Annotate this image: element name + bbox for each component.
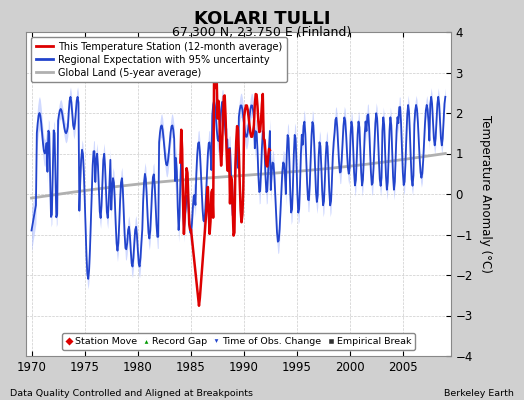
- Text: Berkeley Earth: Berkeley Earth: [444, 389, 514, 398]
- Text: KOLARI TULLI: KOLARI TULLI: [194, 10, 330, 28]
- Text: 67.300 N, 23.750 E (Finland): 67.300 N, 23.750 E (Finland): [172, 26, 352, 39]
- Legend: Station Move, Record Gap, Time of Obs. Change, Empirical Break: Station Move, Record Gap, Time of Obs. C…: [62, 333, 415, 350]
- Text: Data Quality Controlled and Aligned at Breakpoints: Data Quality Controlled and Aligned at B…: [10, 389, 254, 398]
- Y-axis label: Temperature Anomaly (°C): Temperature Anomaly (°C): [479, 115, 493, 273]
